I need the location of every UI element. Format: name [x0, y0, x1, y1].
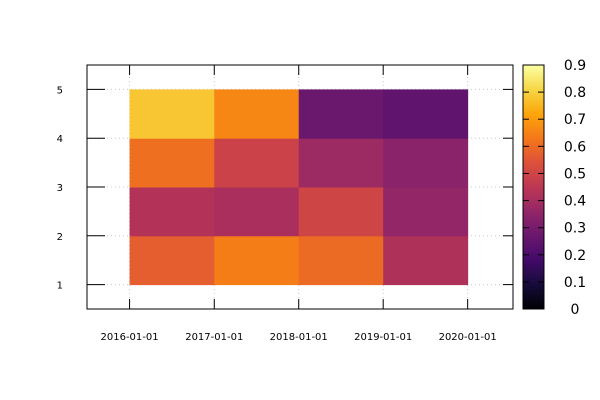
heatmap-cell [129, 89, 215, 139]
heatmap-cell [383, 187, 469, 237]
heatmap-cell [214, 138, 300, 188]
heatmap-cell [298, 187, 384, 237]
heatmap-cell [383, 138, 469, 188]
colorbar-tick-label: 0.1 [564, 275, 586, 291]
heatmap-cell [298, 138, 384, 188]
colorbar-tick-label: 0.8 [564, 85, 586, 101]
colorbar: 0 0.1 0.2 0.3 0.4 0.5 0.6 0.7 0.8 0.9 [522, 58, 586, 318]
x-tick-label: 2017-01-01 [185, 332, 243, 343]
x-tick-label: 2020-01-01 [439, 332, 497, 343]
y-tick-label: 2 [57, 232, 63, 243]
colorbar-tick-label: 0 [571, 302, 580, 318]
colorbar-gradient [522, 64, 545, 310]
heatmap-cell [214, 187, 300, 237]
y-tick-label: 1 [57, 281, 63, 292]
x-tick-label: 2016-01-01 [101, 332, 159, 343]
colorbar-tick-label: 0.9 [564, 58, 586, 74]
x-tick-label: 2019-01-01 [354, 332, 412, 343]
heatmap-cell [383, 89, 469, 139]
y-tick-label: 4 [57, 134, 63, 145]
colorbar-tick-label: 0.5 [564, 166, 586, 182]
x-axis-ticks: 2016-01-01 2017-01-01 2018-01-01 2019-01-01… [101, 65, 497, 343]
heatmap-cell [129, 138, 215, 188]
heatmap-cell [129, 235, 215, 286]
colorbar-tick-label: 0.3 [564, 221, 586, 237]
colorbar-tick-label: 0.4 [564, 194, 586, 210]
y-axis-ticks: 1 2 3 4 5 [57, 85, 513, 292]
heatmap-cell [298, 235, 384, 286]
y-tick-label: 5 [57, 85, 63, 96]
colorbar-tick-label: 0.6 [564, 139, 586, 155]
heatmap-cell [214, 89, 300, 139]
colorbar-tick-label: 0.2 [564, 248, 586, 264]
heatmap-cell [214, 235, 300, 286]
heatmap-cell [298, 89, 384, 139]
colorbar-tick-label: 0.7 [564, 112, 586, 128]
heatmap-cell [129, 187, 215, 237]
y-tick-label: 3 [57, 183, 63, 194]
heatmap-cell [383, 235, 469, 286]
x-tick-label: 2018-01-01 [270, 332, 328, 343]
heatmap-cells [129, 89, 469, 286]
